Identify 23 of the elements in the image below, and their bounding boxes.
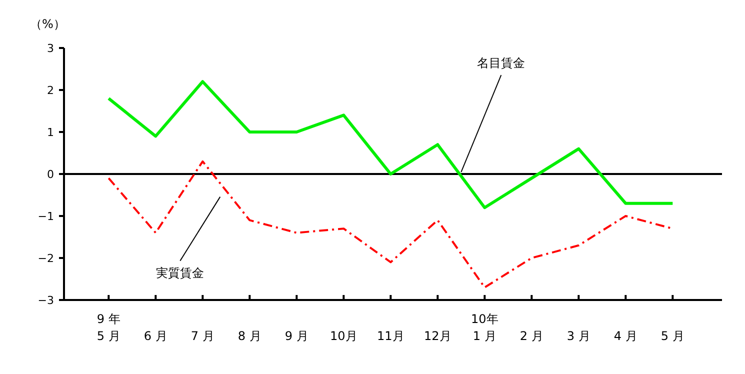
y-tick-label: −3 bbox=[38, 294, 54, 307]
y-tick-label: 3 bbox=[47, 42, 54, 55]
text: 実質賃金 bbox=[156, 266, 204, 280]
x-tick-label: 12月 bbox=[424, 329, 452, 343]
x-tick-label: 5 月 bbox=[660, 329, 684, 343]
x-tick-label: 3 月 bbox=[566, 329, 590, 343]
y-tick-label: 2 bbox=[47, 84, 54, 97]
x-tick-label: 9 年 5 月 bbox=[96, 312, 120, 343]
y-axis-title: （%） bbox=[30, 17, 66, 31]
y-tick-label: 1 bbox=[47, 126, 54, 139]
y-tick-label: −2 bbox=[38, 252, 54, 265]
x-tick-label: 8 月 bbox=[238, 329, 262, 343]
x-tick-label: 11月 bbox=[377, 329, 404, 343]
x-tick-label: 2 月 bbox=[520, 329, 544, 343]
y-tick-label: 0 bbox=[47, 168, 54, 181]
x-tick-label: 10年 1 月 bbox=[471, 312, 498, 343]
x-tick-label: 7 月 bbox=[190, 329, 214, 343]
x-tick-label: 6 月 bbox=[144, 329, 168, 343]
x-tick-label: 9 月 bbox=[284, 329, 308, 343]
x-tick-label: 10月 bbox=[330, 329, 358, 343]
y-tick-label: −1 bbox=[38, 210, 54, 223]
x-tick-label: 4 月 bbox=[614, 329, 638, 343]
text: 名目賃金 bbox=[477, 56, 526, 70]
